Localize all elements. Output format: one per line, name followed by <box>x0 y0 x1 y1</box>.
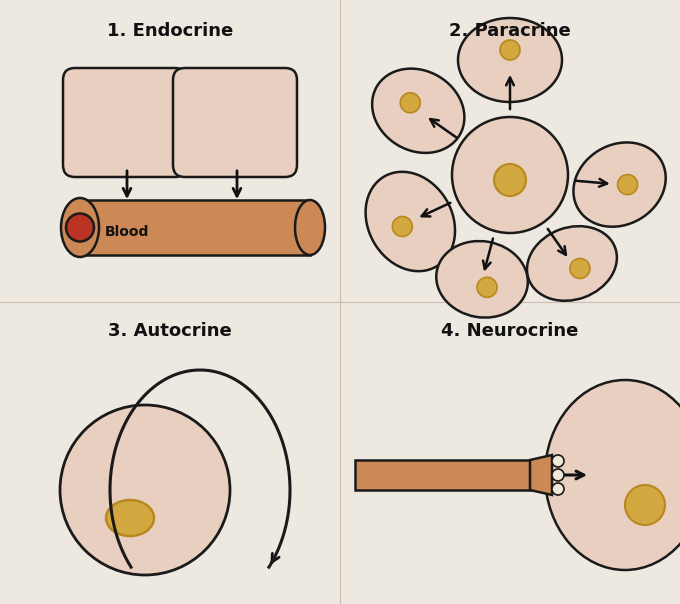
Circle shape <box>452 117 568 233</box>
Text: Blood: Blood <box>105 225 150 239</box>
Text: 4. Neurocrine: 4. Neurocrine <box>441 322 579 340</box>
Text: 2. Paracrine: 2. Paracrine <box>449 22 571 40</box>
Circle shape <box>552 469 564 481</box>
Circle shape <box>552 455 564 467</box>
Text: 1. Endocrine: 1. Endocrine <box>107 22 233 40</box>
Circle shape <box>625 485 665 525</box>
Circle shape <box>552 483 564 495</box>
Ellipse shape <box>458 18 562 102</box>
FancyBboxPatch shape <box>63 68 187 177</box>
Circle shape <box>392 216 412 237</box>
Ellipse shape <box>437 241 528 318</box>
Circle shape <box>494 164 526 196</box>
Polygon shape <box>80 200 310 255</box>
Ellipse shape <box>573 143 666 226</box>
Ellipse shape <box>61 198 99 257</box>
Circle shape <box>66 213 94 242</box>
Circle shape <box>60 405 230 575</box>
Ellipse shape <box>545 380 680 570</box>
Circle shape <box>500 40 520 60</box>
Ellipse shape <box>295 200 325 255</box>
Circle shape <box>401 93 420 113</box>
Ellipse shape <box>372 69 464 153</box>
Circle shape <box>617 175 638 194</box>
Circle shape <box>477 277 497 297</box>
Ellipse shape <box>527 226 617 301</box>
Ellipse shape <box>366 172 455 271</box>
Polygon shape <box>355 460 530 490</box>
Text: 3. Autocrine: 3. Autocrine <box>108 322 232 340</box>
Circle shape <box>570 259 590 278</box>
Ellipse shape <box>106 500 154 536</box>
FancyBboxPatch shape <box>173 68 297 177</box>
Polygon shape <box>530 455 552 495</box>
